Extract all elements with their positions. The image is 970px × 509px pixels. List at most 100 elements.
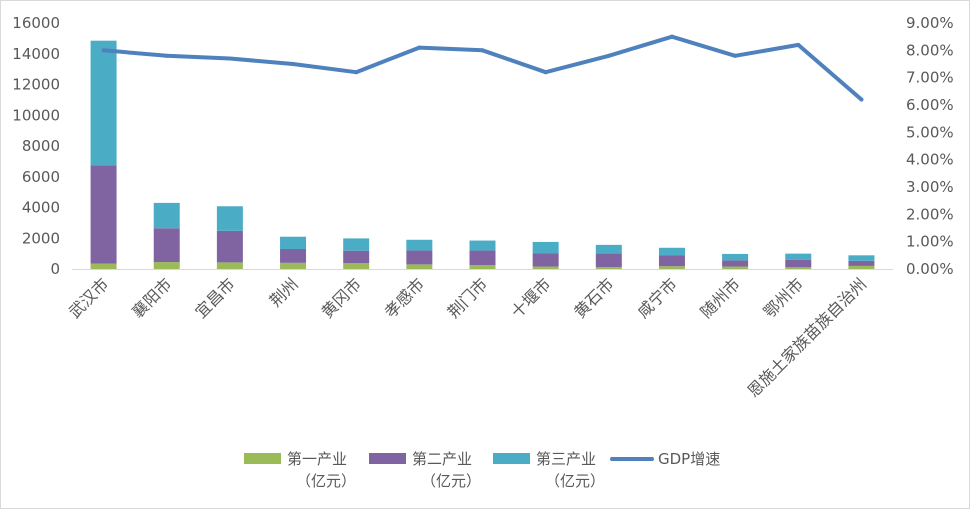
gdp-growth-point bbox=[354, 70, 359, 75]
y-left-tick-label: 14000 bbox=[12, 45, 60, 63]
y-right-tick-label: 7.00% bbox=[906, 69, 954, 87]
gdp-growth-point bbox=[227, 56, 232, 61]
bar-segment-series1 bbox=[595, 267, 622, 269]
gdp-growth-point bbox=[164, 53, 169, 58]
bar-segment-series3 bbox=[848, 255, 875, 261]
bar-segment-series1 bbox=[722, 266, 749, 269]
category-labels-group: 武汉市 襄阳市 宜昌市 荆州 黄冈市 孝感市 荆门市 十堰市 黄石市 咸宁市 随州市 鄂州市恩施土家族… bbox=[65, 274, 870, 401]
bar-segment-series3 bbox=[785, 253, 812, 260]
category-label: 荆州 bbox=[266, 274, 302, 310]
axes-group: 0 2000 4000 6000 8000 10000 12000 14000 16000 0.0… bbox=[12, 14, 953, 278]
category-label: 十堰市 bbox=[507, 274, 554, 321]
gdp-growth-point bbox=[291, 62, 296, 66]
legend-label: 第三产业 bbox=[536, 450, 596, 468]
bar-segment-series2 bbox=[595, 253, 622, 268]
bar-segment-series2 bbox=[406, 250, 433, 265]
bar-segment-series2 bbox=[469, 250, 496, 266]
bar-segment-series2 bbox=[785, 259, 812, 268]
category-label: 鄂州市 bbox=[760, 274, 807, 321]
gdp-growth-point bbox=[606, 53, 611, 58]
legend-label: GDP增速 bbox=[658, 450, 720, 468]
bar-segment-series1 bbox=[280, 262, 307, 269]
bar-segment-series2 bbox=[153, 228, 180, 263]
bar-segment-series1 bbox=[532, 266, 559, 269]
y-left-tick-label: 2000 bbox=[22, 229, 60, 247]
category-label: 随州市 bbox=[697, 274, 744, 321]
bar-segment-series1 bbox=[469, 265, 496, 269]
y-left-tick-label: 8000 bbox=[22, 137, 60, 155]
gdp-growth-point bbox=[796, 42, 801, 47]
bar-segment-series1 bbox=[216, 262, 243, 269]
bar-segment-series1 bbox=[848, 265, 875, 269]
gdp-growth-point bbox=[417, 45, 422, 50]
y-right-tick-label: 0.00% bbox=[906, 260, 954, 278]
gdp-growth-line bbox=[101, 34, 864, 102]
bar-segment-series1 bbox=[90, 263, 117, 269]
category-label: 孝感市 bbox=[381, 274, 428, 321]
y-left-tick-label: 10000 bbox=[12, 106, 60, 124]
legend: 第一产业 （亿元） 第二产业 （亿元） 第三产业 （亿元） GDP增速 bbox=[244, 450, 720, 490]
bar-segment-series2 bbox=[848, 260, 875, 266]
category-label: 恩施土家族苗族自治州 bbox=[744, 274, 871, 401]
legend-swatch bbox=[369, 453, 406, 464]
gdp-growth-point bbox=[543, 70, 548, 75]
legend-label: 第一产业 bbox=[287, 450, 347, 468]
bar-segment-series2 bbox=[658, 255, 685, 267]
y-left-tick-label: 12000 bbox=[12, 76, 60, 94]
category-label: 武汉市 bbox=[65, 274, 112, 321]
y-right-tick-label: 5.00% bbox=[906, 123, 954, 141]
gdp-growth-point bbox=[859, 97, 864, 102]
bar-segment-series1 bbox=[343, 263, 370, 269]
legend-label-unit: （亿元） bbox=[296, 472, 356, 490]
gdp-line-group bbox=[101, 34, 864, 102]
legend-swatch bbox=[493, 453, 530, 464]
bar-segment-series2 bbox=[532, 253, 559, 267]
legend-label-unit: （亿元） bbox=[545, 472, 605, 490]
bar-segment-series2 bbox=[280, 249, 307, 263]
bar-segment-series3 bbox=[280, 236, 307, 250]
y-right-tick-label: 9.00% bbox=[906, 14, 954, 32]
bar-segment-series3 bbox=[469, 240, 496, 251]
bar-segment-series1 bbox=[785, 267, 812, 269]
bar-segment-series1 bbox=[153, 262, 180, 269]
bar-segment-series3 bbox=[153, 202, 180, 229]
bars-group bbox=[90, 40, 875, 269]
y-left-tick-label: 6000 bbox=[22, 168, 60, 186]
gdp-growth-point bbox=[733, 53, 738, 58]
gdp-growth-point bbox=[669, 34, 674, 39]
legend-swatch bbox=[244, 453, 281, 464]
y-right-tick-label: 1.00% bbox=[906, 233, 954, 251]
y-left-tick-label: 16000 bbox=[12, 14, 60, 32]
y-left-tick-label: 4000 bbox=[22, 199, 60, 217]
bar-segment-series3 bbox=[343, 238, 370, 251]
y-right-tick-label: 6.00% bbox=[906, 96, 954, 114]
y-right-tick-label: 3.00% bbox=[906, 178, 954, 196]
legend-label: 第二产业 bbox=[412, 450, 472, 468]
y-right-tick-label: 8.00% bbox=[906, 41, 954, 59]
category-label: 黄冈市 bbox=[318, 274, 365, 321]
category-label: 咸宁市 bbox=[633, 274, 680, 321]
bar-segment-series3 bbox=[216, 206, 243, 231]
bar-segment-series1 bbox=[406, 264, 433, 269]
bar-segment-series3 bbox=[90, 40, 117, 166]
bar-segment-series3 bbox=[532, 241, 559, 254]
category-label: 黄石市 bbox=[570, 274, 617, 321]
category-label: 襄阳市 bbox=[128, 274, 175, 321]
y-left-tick-label: 0 bbox=[50, 260, 60, 278]
bar-segment-series2 bbox=[90, 165, 117, 264]
bar-segment-series3 bbox=[595, 244, 622, 254]
gdp-growth-point bbox=[101, 48, 106, 53]
bar-segment-series2 bbox=[343, 250, 370, 264]
gdp-growth-point bbox=[480, 48, 485, 53]
y-right-tick-label: 2.00% bbox=[906, 205, 954, 223]
category-label: 荆门市 bbox=[444, 274, 491, 321]
bar-segment-series1 bbox=[658, 266, 685, 269]
bar-segment-series3 bbox=[722, 253, 749, 261]
category-label: 宜昌市 bbox=[191, 274, 238, 321]
bar-segment-series2 bbox=[722, 260, 749, 267]
bar-segment-series3 bbox=[406, 239, 433, 251]
bar-segment-series3 bbox=[658, 247, 685, 256]
legend-label-unit: （亿元） bbox=[421, 472, 481, 490]
y-right-tick-label: 4.00% bbox=[906, 151, 954, 169]
